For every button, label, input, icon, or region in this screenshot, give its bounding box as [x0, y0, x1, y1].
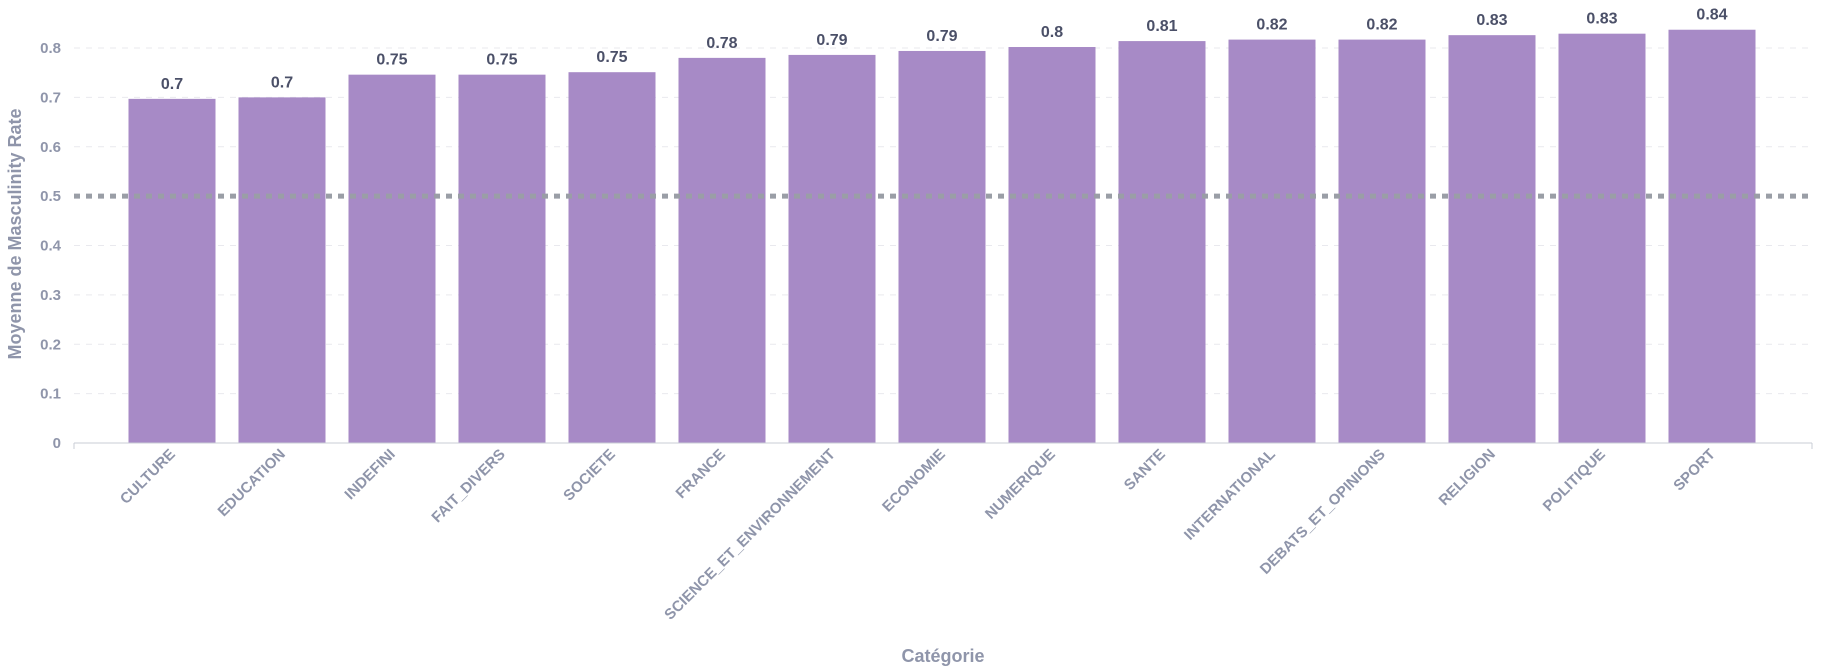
y-tick-label: 0.8: [40, 40, 61, 57]
y-tick-label: 0.5: [40, 188, 61, 205]
x-tick-label: ECONOMIE: [879, 446, 949, 516]
data-label: 0.7: [161, 76, 183, 93]
data-label: 0.81: [1146, 18, 1177, 35]
data-label: 0.8: [1041, 24, 1063, 41]
bar: [1228, 39, 1316, 443]
x-tick-label: CULTURE: [117, 446, 179, 508]
bar: [1338, 39, 1426, 443]
data-label: 0.75: [376, 52, 407, 69]
bar: [788, 54, 876, 443]
data-label: 0.84: [1696, 7, 1727, 24]
x-tick-label: FAIT_DIVERS: [428, 446, 508, 526]
x-tick-label: FRANCE: [673, 446, 729, 502]
x-tick-label: DEBATS_ET_OPINIONS: [1257, 446, 1389, 578]
x-tick-label: SANTE: [1121, 446, 1169, 494]
y-axis-title: Moyenne de Masculinity Rate: [5, 108, 25, 359]
x-tick-label: INTERNATIONAL: [1181, 446, 1279, 544]
bar: [898, 50, 986, 444]
x-tick-label: SCIENCE_ET_ENVIRONNEMENT: [661, 446, 839, 624]
data-label: 0.75: [486, 52, 517, 69]
bar: [128, 98, 216, 443]
bar: [1118, 41, 1206, 444]
y-tick-label: 0.6: [40, 139, 61, 156]
data-label: 0.79: [816, 32, 847, 49]
x-axis-title: Catégorie: [901, 646, 984, 666]
x-tick-label: NUMERIQUE: [982, 446, 1059, 523]
y-tick-label: 0.3: [40, 287, 61, 304]
data-label: 0.83: [1476, 12, 1507, 29]
data-label: 0.83: [1586, 11, 1617, 28]
data-label: 0.75: [596, 49, 627, 66]
x-tick-label: INDEFINI: [341, 446, 398, 503]
bars: [128, 29, 1756, 444]
bar: [1448, 35, 1536, 443]
y-tick-label: 0.2: [40, 336, 61, 353]
bar: [568, 72, 656, 443]
data-label: 0.82: [1256, 17, 1287, 34]
x-tick-label: EDUCATION: [215, 446, 289, 520]
x-tick-label: SOCIETE: [560, 446, 619, 505]
bar: [238, 97, 326, 443]
bar: [348, 74, 436, 443]
y-tick-label: 0.1: [40, 386, 61, 403]
bar: [458, 74, 546, 443]
x-tick-label: POLITIQUE: [1540, 446, 1609, 515]
axes: [73, 442, 1813, 449]
x-tick-label: RELIGION: [1436, 446, 1499, 509]
data-label: 0.78: [706, 35, 737, 52]
bar: [678, 57, 766, 443]
y-tick-label: 0: [53, 435, 61, 452]
data-label: 0.79: [926, 28, 957, 45]
bar: [1008, 47, 1096, 443]
x-tick-label: SPORT: [1670, 446, 1719, 495]
bar: [1668, 29, 1756, 443]
y-tick-label: 0.4: [40, 238, 62, 255]
data-label: 0.7: [271, 74, 293, 91]
data-label: 0.82: [1366, 17, 1397, 34]
y-tick-label: 0.7: [40, 89, 61, 106]
bar: [1558, 33, 1646, 444]
